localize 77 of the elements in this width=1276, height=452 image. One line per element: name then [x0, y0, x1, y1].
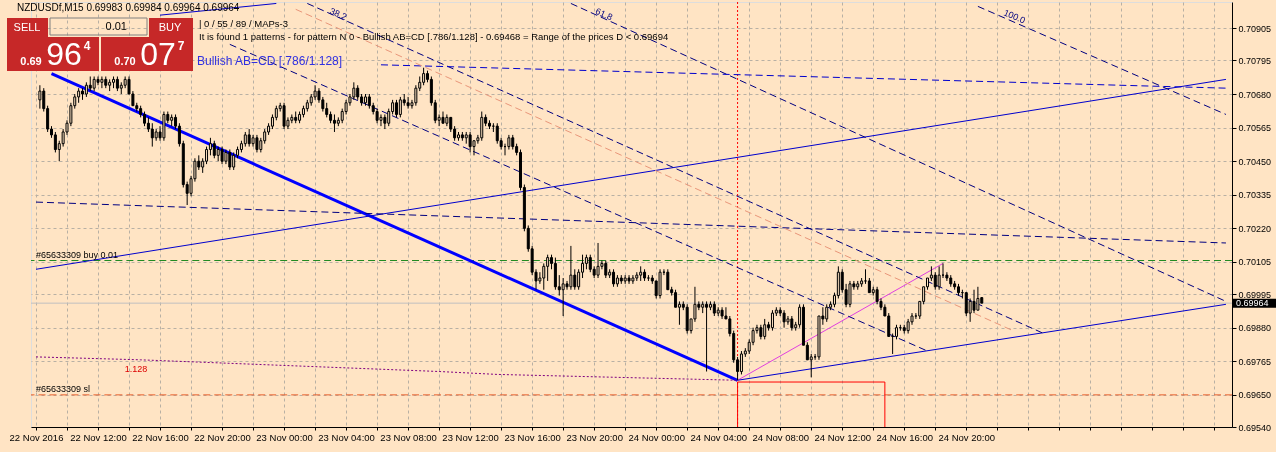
x-tick-label: 24 Nov 08:00 — [752, 431, 809, 443]
annotation: 96 — [46, 36, 82, 72]
candlestick — [561, 277, 565, 317]
annotation: SELL — [13, 21, 41, 33]
annotation: 7 — [177, 39, 185, 53]
candlestick — [658, 268, 662, 299]
candlestick — [150, 122, 154, 148]
text: 100.0 — [1002, 7, 1027, 26]
candlestick — [573, 268, 577, 291]
line-series — [35, 356, 739, 381]
candlestick — [96, 75, 100, 86]
candlestick — [379, 113, 383, 127]
y-tick-label: 0.69880 — [1238, 323, 1272, 334]
x-tick-label: 24 Nov 16:00 — [876, 431, 934, 443]
candlestick — [468, 131, 472, 153]
x-tick-label: 22 Nov 12:00 — [70, 431, 127, 443]
candlestick — [228, 149, 232, 171]
annotation: 0.01 — [105, 20, 127, 32]
candlestick — [596, 242, 600, 279]
x-tick-label: 24 Nov 04:00 — [690, 431, 747, 443]
annotation: Bullish AB=CD [.786/1.128] — [197, 54, 343, 68]
candlestick — [976, 286, 980, 311]
candlestick — [38, 84, 42, 110]
y-tick-label: 0.69540 — [1238, 422, 1272, 433]
candlestick — [553, 257, 557, 291]
x-tick-label: 23 Nov 12:00 — [442, 431, 499, 443]
candlestick — [100, 75, 104, 89]
candlestick — [406, 96, 410, 110]
candlestick — [763, 318, 767, 340]
x-tick-label: 24 Nov 20:00 — [938, 431, 996, 443]
x-tick-label: 23 Nov 16:00 — [504, 431, 561, 443]
y-tick-label: 0.70905 — [1238, 23, 1272, 34]
y-tick-label: 0.70105 — [1238, 257, 1272, 268]
y-tick-label: 0.69995 — [1238, 289, 1272, 300]
ref-line-label: #65633309 sl — [36, 383, 91, 394]
x-tick-label: 24 Nov 00:00 — [628, 431, 685, 443]
candlestick — [162, 111, 166, 142]
candlestick — [786, 315, 790, 326]
candlestick — [972, 289, 976, 314]
text: 38.2 — [328, 5, 349, 23]
x-tick-label: 22 Nov 16:00 — [132, 431, 189, 443]
x-tick-label: 22 Nov 20:00 — [194, 431, 251, 443]
annotation: 0.70 — [114, 55, 136, 67]
y-tick-label: 0.70450 — [1238, 156, 1272, 167]
annotation: 4 — [83, 39, 91, 53]
candlestick — [569, 245, 573, 291]
candlestick — [937, 265, 941, 291]
y-tick-label: 0.70565 — [1238, 123, 1272, 134]
candlestick — [848, 280, 852, 308]
ref-line-label: #65633309 buy 0.01 — [36, 249, 119, 260]
x-tick-label: 24 Nov 12:00 — [814, 431, 871, 443]
candlestick — [685, 303, 689, 335]
ref-line-label: 0.69964 — [1236, 298, 1269, 309]
y-tick-label: 0.69765 — [1238, 356, 1272, 367]
x-tick-label: 23 Nov 00:00 — [256, 431, 313, 443]
y-tick-label: 0.70220 — [1238, 223, 1272, 234]
candlestick — [282, 102, 286, 130]
candlestick — [480, 111, 484, 142]
annotation: | 0 / 55 / 89 / MAPs-3 — [199, 18, 289, 29]
candlestick — [53, 131, 57, 153]
text: 61.8 — [593, 6, 614, 23]
y-tick-label: 0.69650 — [1238, 390, 1272, 401]
annotation: 07 — [140, 36, 176, 72]
candlestick — [666, 268, 670, 291]
y-tick-label: 0.70795 — [1238, 55, 1272, 66]
y-tick-label: 0.70335 — [1238, 190, 1272, 201]
x-tick-label: 22 Nov 2016 — [9, 431, 64, 443]
x-tick-label: 23 Nov 20:00 — [566, 431, 623, 443]
annotation: 0.69 — [20, 55, 42, 67]
candlestick — [383, 113, 387, 130]
annotation: 1.128 — [124, 364, 148, 374]
x-tick-label: 23 Nov 04:00 — [318, 431, 375, 443]
y-tick-label: 0.70680 — [1238, 89, 1272, 100]
annotation: It is found 1 patterns - for pattern N 0 - Bullish AB=CD [.786/1.128] - 0.69468 = Range of the prices D < 0.69694 — [199, 31, 669, 42]
candlestick — [739, 350, 743, 375]
annotation: BUY — [158, 21, 182, 33]
x-tick-label: 23 Nov 08:00 — [380, 431, 437, 443]
